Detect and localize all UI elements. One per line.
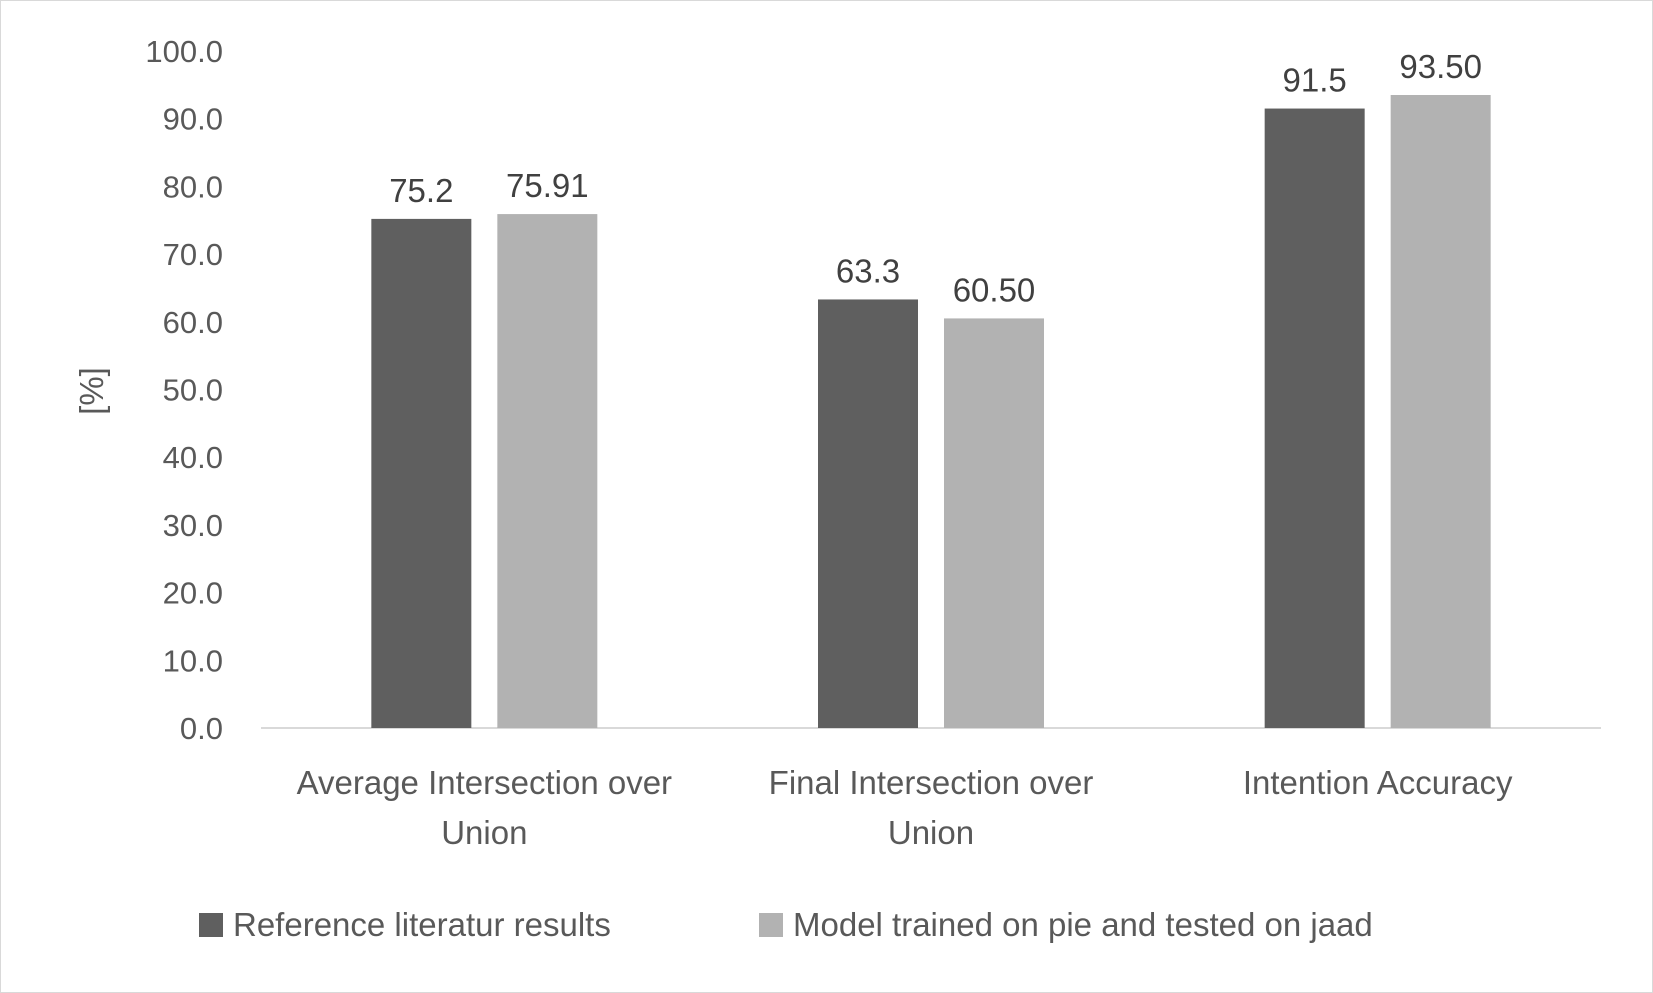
category-label: Average Intersection over (297, 764, 672, 801)
bar-value-label: 60.50 (953, 271, 1036, 308)
legend-swatch (199, 913, 223, 937)
y-tick-label: 30.0 (163, 508, 223, 543)
category-label: Union (888, 814, 974, 851)
y-tick-label: 80.0 (163, 169, 223, 204)
bar-value-label: 75.91 (506, 167, 589, 204)
category-label: Union (441, 814, 527, 851)
y-tick-label: 70.0 (163, 237, 223, 272)
bar (1390, 95, 1491, 728)
y-tick-label: 50.0 (163, 373, 223, 408)
y-tick-label: 40.0 (163, 440, 223, 475)
bar-value-label: 93.50 (1399, 48, 1482, 85)
category-label: Final Intersection over (769, 764, 1094, 801)
bar-value-label: 63.3 (836, 252, 900, 289)
bar-value-label: 75.2 (389, 172, 453, 209)
category-labels: Average Intersection over Union Final Inte… (297, 764, 1513, 851)
y-tick-label: 10.0 (163, 643, 223, 678)
bar (944, 318, 1044, 728)
y-axis-title: [%] (73, 367, 110, 415)
bar-value-label: 91.5 (1283, 62, 1347, 99)
legend-label: Reference literatur results (233, 906, 611, 943)
bar (371, 218, 472, 728)
legend-swatch (759, 913, 783, 937)
y-axis-tick-labels: 0.0 10.0 20.0 30.0 40.0 50.0 60.0 70.0 80.0 90.0 1… (145, 34, 223, 746)
y-tick-label: 60.0 (163, 305, 223, 340)
y-tick-label: 20.0 (163, 576, 223, 611)
legend-label: Model trained on pie and tested on jaad (793, 906, 1373, 943)
category-label: Intention Accuracy (1243, 764, 1513, 801)
bars (371, 95, 1491, 729)
y-tick-label: 100.0 (145, 34, 223, 69)
y-tick-label: 90.0 (163, 102, 223, 137)
bar (818, 299, 918, 728)
y-tick-label: 0.0 (180, 711, 223, 746)
data-labels: 75.2 75.91 63.3 60.50 91.5 93.50 (389, 48, 1482, 308)
bar (1264, 108, 1365, 729)
bar (497, 214, 598, 728)
legend: Reference literatur results Model trained… (199, 906, 1373, 943)
